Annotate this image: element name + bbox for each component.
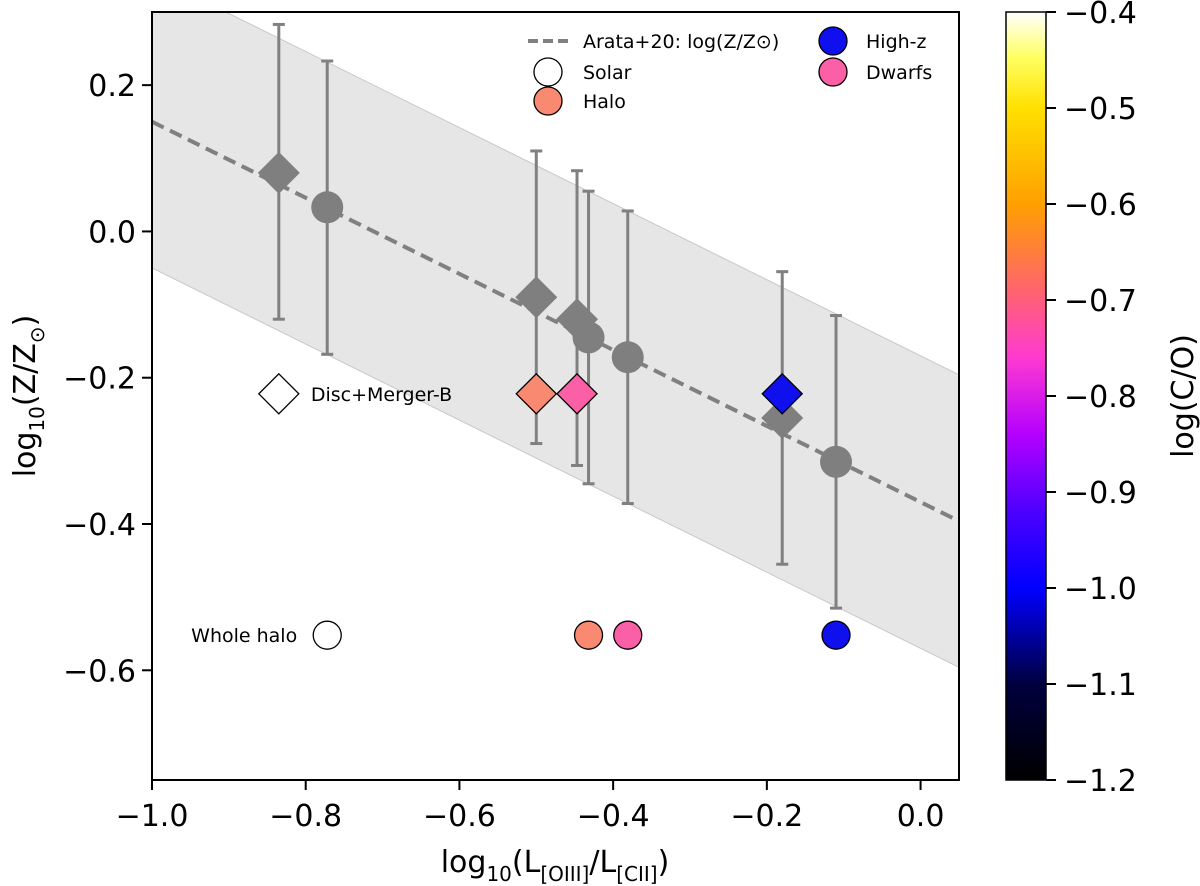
x-tick-label: −0.2	[730, 799, 803, 834]
gray-diamond-point	[761, 396, 804, 439]
gray-circle-point	[311, 191, 344, 224]
legend-label-solar: Solar	[583, 62, 632, 84]
colorbar-tick-label: −1.1	[1064, 668, 1137, 703]
x-tick-label: −0.6	[423, 799, 496, 834]
band-layer	[152, 12, 959, 668]
y-tick-label: −0.4	[63, 508, 136, 543]
marker-layer	[257, 151, 853, 650]
colored-diamond-point	[515, 372, 558, 415]
colorbar-tick-label: −0.6	[1064, 188, 1137, 223]
x-tick-label: −1.0	[116, 799, 189, 834]
colorbar-tick-label: −0.9	[1064, 476, 1137, 511]
gray-diamond-point	[257, 151, 300, 194]
x-tick-label: 0.0	[897, 799, 945, 834]
gray-diamond-point	[515, 276, 558, 319]
colored-diamond-point	[556, 372, 598, 415]
colorbar-fill	[1005, 11, 1047, 781]
annotation-layer: Disc+Merger-B Whole halo	[191, 384, 452, 647]
x-axis-label: log10(L[OIII]/L[CII])	[441, 845, 670, 886]
y-tick-label: 0.2	[88, 69, 136, 104]
gray-circle-point	[611, 341, 644, 374]
y-axis: 0.2 0.0 −0.2 −0.4 −0.6	[63, 69, 152, 689]
y-axis-label: log10(Z/Z⊙)	[8, 315, 49, 478]
y-tick-label: −0.2	[63, 362, 136, 397]
colored-diamond-point	[257, 372, 300, 415]
annotation-disc-merger: Disc+Merger-B	[311, 384, 452, 406]
legend-label-highz: High-z	[866, 31, 927, 53]
legend: Arata+20: log(Z/Z⊙) Solar Halo High-z Dwarfs	[528, 26, 932, 116]
colorbar-tick-label: −0.7	[1064, 284, 1137, 319]
colorbar-tick-label: −0.4	[1064, 0, 1137, 31]
colored-circle-point	[573, 620, 604, 650]
gray-circle-point	[820, 445, 853, 478]
legend-label-arata: Arata+20: log(Z/Z⊙)	[583, 31, 779, 53]
colorbar-tick-label: −1.0	[1064, 572, 1137, 607]
legend-marker	[818, 57, 848, 87]
colored-diamond-point	[761, 372, 804, 415]
colorbar-tick-label: −0.5	[1064, 92, 1137, 127]
gray-circle-point	[572, 321, 605, 354]
colored-circle-point	[613, 620, 643, 650]
y-tick-label: 0.0	[88, 215, 136, 250]
colorbar-ticks: −0.4 −0.5 −0.6 −0.7 −0.8 −0.9 −1.0 −1.1 −1.2	[1046, 0, 1137, 799]
x-tick-label: −0.4	[577, 799, 650, 834]
scatter-band	[152, 12, 959, 668]
legend-label-dwarfs: Dwarfs	[866, 62, 932, 84]
colorbar-tick-label: −1.2	[1064, 764, 1137, 799]
colorbar: −0.4 −0.5 −0.6 −0.7 −0.8 −0.9 −1.0 −1.1 −1.2 log…	[1005, 0, 1200, 799]
legend-marker	[818, 26, 848, 56]
legend-label-halo: Halo	[583, 91, 626, 113]
colorbar-tick-label: −0.8	[1064, 380, 1137, 415]
legend-marker	[533, 57, 563, 87]
y-tick-label: −0.6	[63, 654, 136, 689]
x-axis: −1.0 −0.8 −0.6 −0.4 −0.2 0.0	[116, 780, 945, 834]
plot-area	[152, 12, 959, 668]
legend-marker	[533, 86, 563, 116]
colored-circle-point	[821, 620, 851, 650]
plot-frame	[151, 11, 960, 781]
colored-circle-point	[312, 620, 342, 650]
annotation-whole-halo: Whole halo	[191, 625, 297, 647]
x-tick-label: −0.8	[269, 799, 342, 834]
colorbar-label: log(C/O)	[1166, 334, 1200, 458]
